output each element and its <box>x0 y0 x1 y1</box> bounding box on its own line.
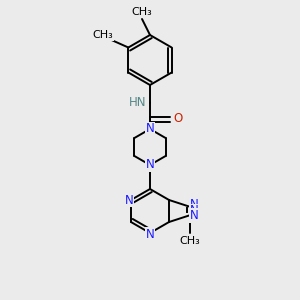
Text: CH₃: CH₃ <box>180 236 200 246</box>
Text: CH₃: CH₃ <box>92 31 113 40</box>
Text: N: N <box>190 205 198 218</box>
Text: CH₃: CH₃ <box>132 7 152 17</box>
Text: N: N <box>146 122 154 136</box>
Text: N: N <box>124 194 133 206</box>
Text: HN: HN <box>129 95 147 109</box>
Text: O: O <box>173 112 183 125</box>
Text: N: N <box>190 209 198 222</box>
Text: N: N <box>146 227 154 241</box>
Text: N: N <box>190 198 198 211</box>
Text: N: N <box>146 158 154 172</box>
